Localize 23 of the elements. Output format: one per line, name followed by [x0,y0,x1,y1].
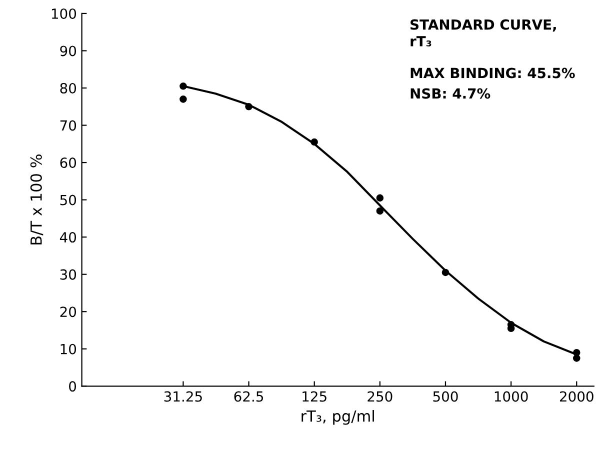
x-tick-label: 250 [368,391,392,402]
y-axis-title: B/T x 100 % [30,154,44,244]
y-tick-label: 80 [60,82,76,94]
x-tick-label: 1000 [494,391,528,402]
y-tick-label: 10 [60,344,76,354]
x-axis-title: rT₃, pg/ml [302,410,374,425]
text: STANDARD CURVE, rT₃ [410,19,556,46]
y-tick-label: 50 [60,194,76,206]
y-tick-label: 70 [60,120,76,131]
y-tick-label: 30 [60,269,76,280]
y-tick-label: 0 [69,381,76,392]
x-tick-label: 500 [433,391,458,402]
x-tick-label: 62.5 [234,391,264,402]
y-tick-label: 90 [60,46,76,56]
y-tick-label: 60 [60,158,76,168]
x-tick-label: 31.25 [164,391,202,402]
x-tick-label: 125 [302,391,326,402]
y-tick-label: 20 [60,306,76,318]
annotation: NSB: 4.7% [410,88,490,99]
y-tick-label: 40 [60,232,76,243]
y-tick-label: 100 [52,8,76,19]
x-tick-label: 2000 [560,391,594,402]
annotation: MAX BINDING: 45.5% [410,68,575,78]
